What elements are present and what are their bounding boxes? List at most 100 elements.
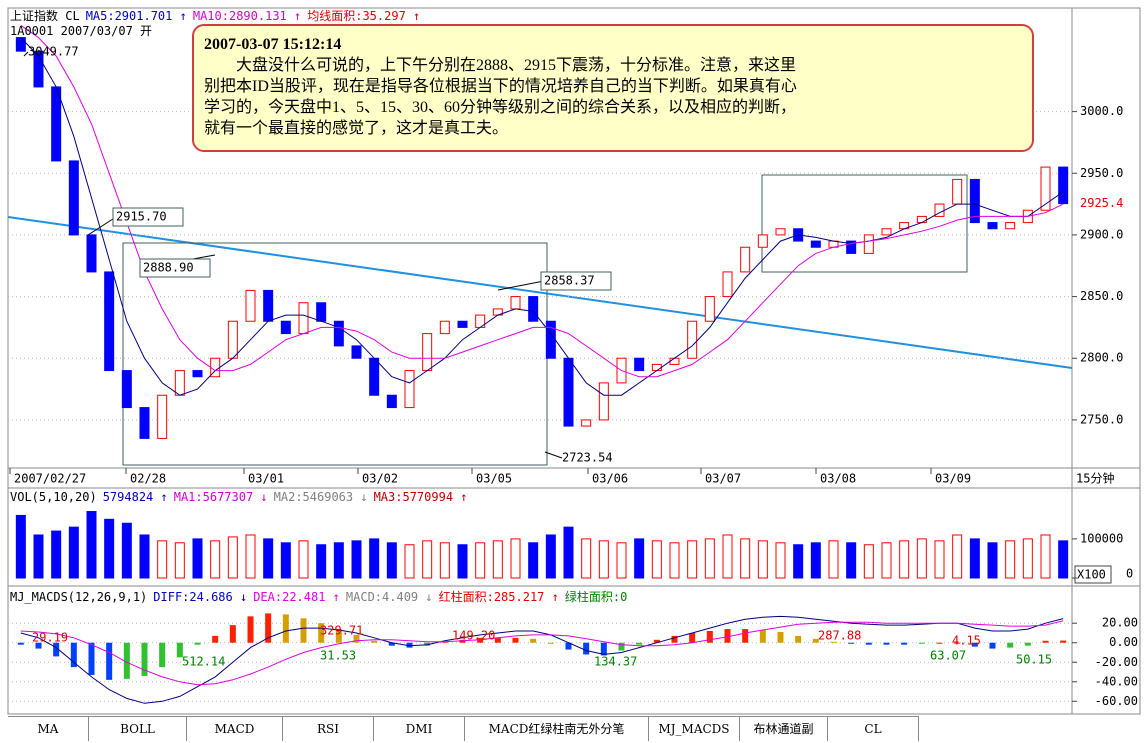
candle (422, 333, 433, 372)
candle (245, 289, 256, 322)
macd-bar (547, 642, 554, 644)
macd-bar (653, 639, 660, 643)
volume-bar (651, 540, 662, 579)
volume-bar (616, 542, 627, 579)
volume-bar (775, 542, 786, 579)
macd-bar (512, 637, 519, 643)
annotation-line: 大盘没什么可说的，上下午分别在2888、2915下震荡，十分标准。注意，来这里 (236, 57, 797, 74)
candle (404, 370, 415, 409)
macd-bar (918, 642, 925, 644)
candle (510, 296, 521, 310)
candle (563, 357, 574, 427)
volume-bar (263, 538, 274, 579)
candle (810, 240, 821, 248)
annotation-line: 学习的，今天盘中1、5、15、30、60分钟等级别之间的综合关系，以及相应的判断… (204, 99, 797, 116)
macd-bar (229, 625, 236, 643)
volume-bar (899, 540, 910, 579)
macd-bar (371, 640, 378, 643)
volume-bar (828, 540, 839, 579)
x-tick-label: 03/09 (935, 472, 971, 486)
macd-header: MJ_MACDS(12,26,9,1) DIFF:24.686 ↓ DEA:22.4… (10, 590, 639, 604)
macd-bar (600, 642, 607, 656)
macd-bar (530, 638, 537, 643)
y-tick-label: 0.00 (1109, 635, 1138, 649)
macd-bar (106, 642, 113, 680)
volume-bar (634, 538, 645, 579)
annotation-line: 别把本ID当股评，现在是指导各位根据当下的情况培养自己的当下判断。如果真有心 (204, 78, 797, 95)
tab[interactable]: RSI (283, 717, 374, 741)
volume-bar (987, 542, 998, 579)
candle (634, 357, 645, 372)
candle (68, 160, 79, 236)
tab[interactable]: CL (828, 717, 919, 741)
volume-bar (563, 526, 574, 579)
candle (280, 320, 291, 335)
y-tick-label: 2750.0 (1080, 412, 1123, 426)
candle (351, 345, 362, 359)
macd-bar (123, 642, 130, 679)
volume-bar (545, 534, 556, 579)
macd-bar (795, 635, 802, 643)
macd-bar (636, 642, 643, 645)
candle (104, 271, 115, 372)
volume-bar (598, 540, 609, 579)
y-tick-label: 3000.0 (1080, 104, 1123, 118)
macd-title: MJ_MACDS(12,26,9,1) (10, 590, 148, 604)
candle (157, 394, 168, 439)
volume-bar (86, 511, 97, 579)
tab[interactable]: DMI (374, 717, 465, 741)
candle (439, 320, 450, 335)
volume-bar (1005, 540, 1016, 579)
candle (952, 178, 963, 205)
volume-bar (492, 540, 503, 579)
macd-bar (335, 629, 342, 643)
macd-bar (618, 642, 625, 651)
candle (369, 357, 380, 396)
macd-bar (247, 616, 254, 643)
tab[interactable]: MACD红绿柱南无外分笔 (465, 717, 649, 741)
red-area-label: 149.20 (452, 629, 495, 643)
macd-bar (671, 635, 678, 643)
volume-bar (881, 542, 892, 579)
volume-value: MA1:5677307 ↓ (173, 490, 268, 504)
macd-value: DIFF:24.686 ↓ (153, 590, 248, 604)
volume-bar (33, 534, 44, 579)
candle (881, 228, 892, 236)
macd-bar (706, 631, 713, 643)
callout-box (540, 271, 612, 291)
tab[interactable]: MA (8, 717, 89, 741)
candle (598, 382, 609, 421)
candle (457, 320, 468, 328)
tab[interactable]: BOLL (89, 717, 187, 741)
x-tick-label: 02/28 (130, 472, 166, 486)
candle (528, 296, 539, 322)
volume-bar (757, 540, 768, 579)
indicator-tabs: MA BOLL MACD RSI DMI MACD红绿柱南无外分笔 MJ_MACDS 布林通道… (8, 716, 919, 741)
y-tick-label: -60.00 (1095, 694, 1138, 708)
tab[interactable]: 布林通道副 (740, 717, 828, 741)
range-box (761, 174, 968, 273)
volume-bar (952, 534, 963, 579)
macd-bar (830, 641, 837, 643)
volume-bar (687, 540, 698, 579)
tab[interactable]: MACD (187, 717, 283, 741)
candle (775, 228, 786, 236)
callout-line (544, 451, 563, 459)
volume-bar (404, 544, 415, 579)
price-callout: 2915.70 (116, 210, 167, 224)
volume-header: VOL(5,10,20) 5794824 ↑ MA1:5677307 ↓ MA2:54… (10, 490, 480, 504)
macd-bar (265, 613, 272, 643)
macd-bar (759, 630, 766, 643)
macd-bar (141, 642, 148, 676)
candle (987, 222, 998, 230)
y-tick-label: 2800.0 (1080, 351, 1123, 365)
y-tick-label: -40.00 (1095, 674, 1138, 688)
x-tick-label: 03/01 (248, 472, 284, 486)
candle (1005, 222, 1016, 230)
candle (740, 246, 751, 273)
tab[interactable]: MJ_MACDS (649, 717, 740, 741)
volume-value: 5794824 ↑ (102, 490, 168, 504)
price-header: 上证指数 CL MA5:2901.701 ↑ MA10:2890.131 ↑ 均线面积… (10, 9, 432, 23)
x-tick-label: 03/07 (705, 472, 741, 486)
macd-bar (848, 642, 855, 644)
